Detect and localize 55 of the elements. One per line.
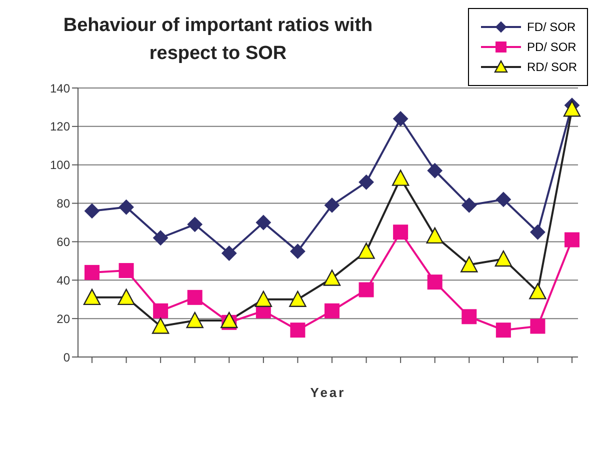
point bbox=[324, 198, 340, 213]
y-tick-label: 60 bbox=[56, 234, 70, 249]
point bbox=[118, 288, 135, 306]
y-tick-label: 0 bbox=[63, 350, 70, 364]
x-axis-title: Year bbox=[310, 385, 346, 400]
point bbox=[462, 309, 477, 324]
y-tick-label: 100 bbox=[50, 158, 70, 172]
point bbox=[83, 288, 101, 306]
point bbox=[427, 274, 442, 290]
point bbox=[290, 244, 306, 259]
point bbox=[186, 312, 204, 328]
point bbox=[220, 312, 238, 328]
point bbox=[152, 318, 170, 334]
chart-title: Behaviour of important ratios with respect to SOR bbox=[62, 14, 374, 66]
point bbox=[494, 250, 512, 267]
legend-label: PD/ SOR bbox=[526, 40, 576, 54]
point bbox=[427, 163, 442, 178]
y-tick-label: 20 bbox=[56, 312, 70, 326]
point bbox=[529, 283, 546, 300]
point bbox=[496, 192, 511, 207]
point bbox=[84, 203, 100, 218]
point bbox=[530, 224, 546, 240]
point bbox=[392, 170, 410, 186]
y-tick-label: 120 bbox=[50, 120, 70, 134]
point bbox=[358, 242, 375, 259]
point bbox=[460, 256, 478, 272]
point bbox=[254, 290, 272, 307]
point bbox=[323, 270, 341, 286]
point bbox=[564, 232, 580, 248]
point bbox=[358, 282, 374, 298]
legend-label: RD/ SOR bbox=[526, 60, 577, 74]
point bbox=[256, 215, 271, 230]
point bbox=[187, 290, 202, 305]
y-tick-label: 140 bbox=[50, 81, 70, 96]
point bbox=[358, 174, 374, 190]
point bbox=[563, 100, 581, 117]
point bbox=[222, 246, 237, 261]
point bbox=[290, 322, 306, 338]
point bbox=[187, 216, 202, 232]
point bbox=[118, 263, 134, 278]
point bbox=[84, 264, 100, 280]
point bbox=[153, 303, 168, 318]
legend-label: FD/ SOR bbox=[526, 20, 576, 34]
point bbox=[496, 322, 511, 338]
point bbox=[153, 230, 168, 246]
point bbox=[393, 111, 408, 126]
point bbox=[530, 318, 546, 334]
point bbox=[324, 303, 340, 318]
y-tick-label: 40 bbox=[56, 273, 70, 288]
point bbox=[426, 227, 444, 244]
point bbox=[289, 290, 306, 307]
point bbox=[462, 198, 477, 213]
y-tick-label: 80 bbox=[56, 196, 70, 211]
point bbox=[393, 224, 408, 240]
point bbox=[118, 200, 134, 215]
